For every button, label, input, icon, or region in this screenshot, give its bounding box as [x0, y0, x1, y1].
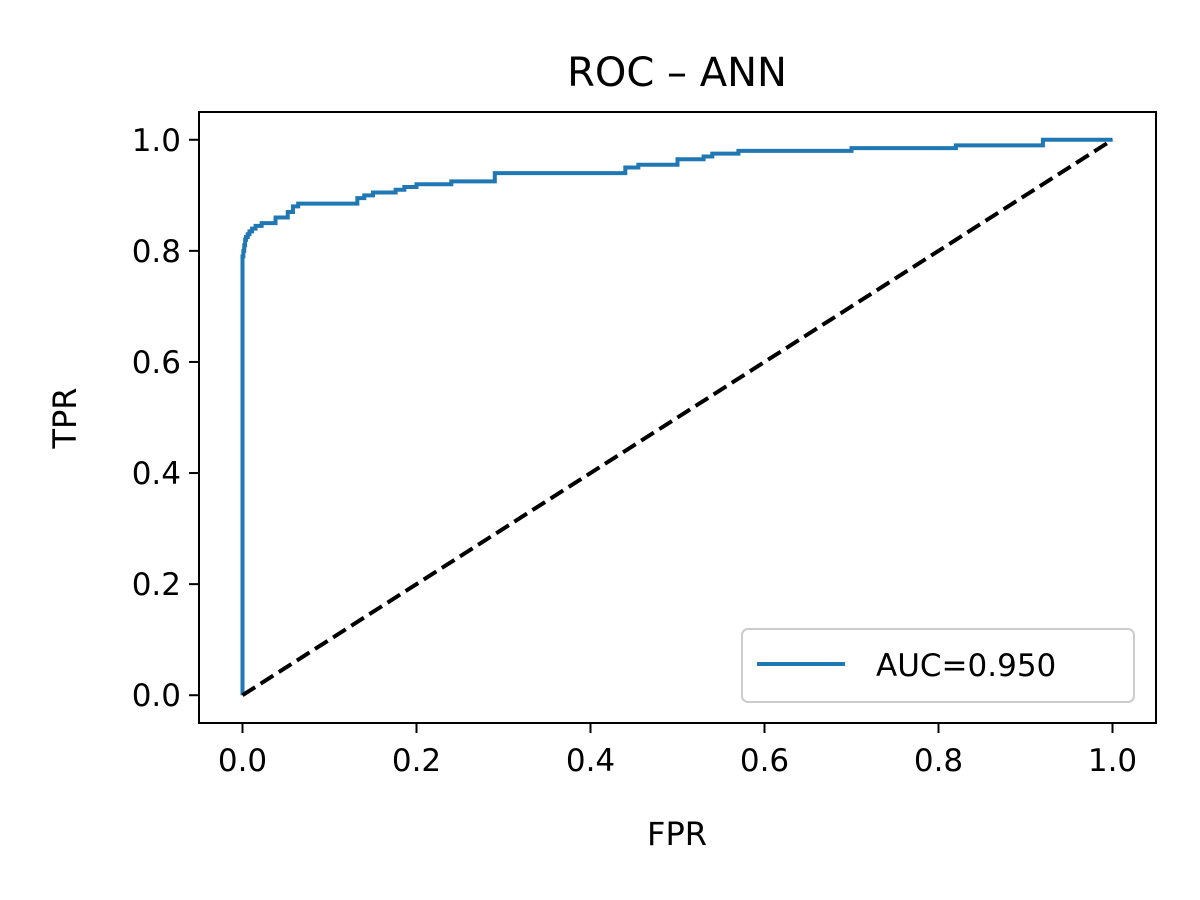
y-tick-label: 0.0: [132, 678, 181, 714]
x-tick-label: 0.2: [392, 743, 441, 779]
y-tick-label: 0.8: [132, 234, 181, 270]
y-tick-label: 0.2: [132, 567, 181, 603]
x-axis: 0.0 0.2 0.4 0.6 0.8 1.0: [218, 723, 1137, 779]
series-layer: [240, 137, 1114, 697]
legend-box: [741, 628, 1135, 703]
legend-label: AUC=0.950: [876, 648, 1056, 684]
chart-title: ROC – ANN: [567, 50, 787, 96]
plot-frame: [198, 111, 1157, 724]
x-axis-label: FPR: [647, 815, 707, 853]
x-tick-label: 0.8: [914, 743, 963, 779]
x-tick-label: 0.6: [740, 743, 789, 779]
x-tick-label: 0.0: [218, 743, 267, 779]
y-tick-label: 0.4: [132, 456, 181, 492]
y-tick-label: 0.6: [132, 345, 181, 381]
x-tick-label: 1.0: [1088, 743, 1137, 779]
legend: AUC=0.950: [741, 628, 1135, 703]
y-axis: 0.0 0.2 0.4 0.6 0.8 1.0: [132, 123, 199, 714]
roc-curve-line: [240, 137, 1113, 696]
y-axis-label: TPR: [46, 387, 84, 449]
y-tick-label: 1.0: [132, 123, 181, 159]
x-tick-label: 0.4: [566, 743, 615, 779]
chance-diagonal-line: [241, 138, 1114, 697]
